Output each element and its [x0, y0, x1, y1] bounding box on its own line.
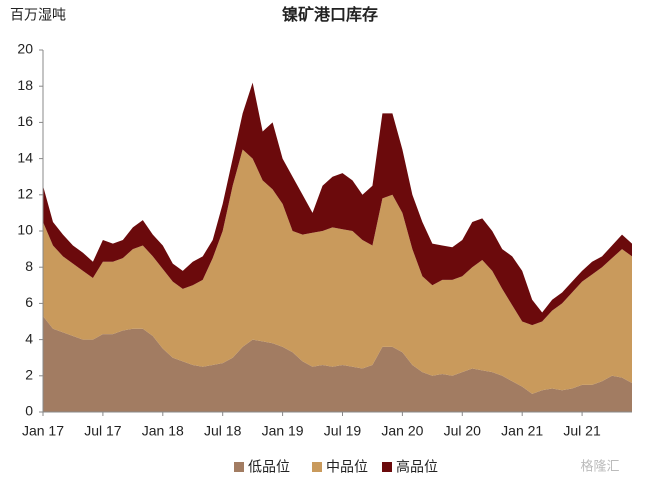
x-tick-label: Jul 19 — [324, 423, 362, 439]
legend-swatch — [312, 462, 322, 472]
x-tick-label: Jul 17 — [84, 423, 122, 439]
legend-label: 低品位 — [248, 459, 290, 475]
x-tick-label: Jan 20 — [381, 423, 423, 439]
y-tick-label: 4 — [25, 330, 33, 346]
x-tick-label: Jul 20 — [444, 423, 482, 439]
x-tick-label: Jul 18 — [204, 423, 242, 439]
y-tick-label: 18 — [17, 77, 33, 93]
legend-label: 高品位 — [396, 459, 438, 475]
x-tick-label: Jan 17 — [22, 423, 64, 439]
y-tick-label: 16 — [17, 113, 33, 129]
y-tick-label: 0 — [25, 403, 33, 419]
y-tick-label: 2 — [25, 367, 33, 383]
y-tick-label: 8 — [25, 258, 33, 274]
legend-label: 中品位 — [326, 459, 368, 475]
legend-swatch — [234, 462, 244, 472]
legend-swatch — [382, 462, 392, 472]
chart-title: 镍矿港口库存 — [282, 5, 378, 24]
x-tick-label: Jul 21 — [563, 423, 601, 439]
y-tick-label: 6 — [25, 294, 33, 310]
y-tick-label: 10 — [17, 222, 33, 238]
y-tick-label: 12 — [17, 186, 33, 202]
x-tick-label: Jan 19 — [262, 423, 304, 439]
area — [43, 149, 632, 394]
watermark: 格隆汇 — [580, 458, 619, 473]
y-axis-label: 百万湿吨 — [10, 7, 66, 23]
area — [43, 316, 632, 412]
area — [43, 82, 632, 326]
x-tick-label: Jan 18 — [142, 423, 184, 439]
x-tick-label: Jan 21 — [501, 423, 543, 439]
y-tick-label: 14 — [17, 149, 33, 165]
y-tick-label: 20 — [17, 41, 33, 57]
